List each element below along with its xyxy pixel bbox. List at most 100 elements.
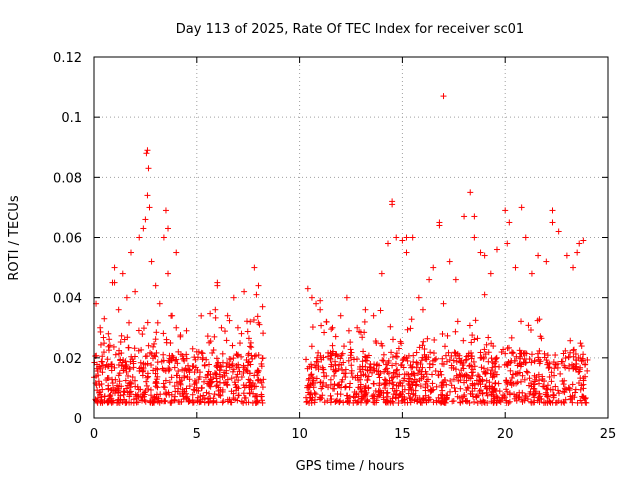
data-point — [452, 329, 458, 335]
data-point — [460, 338, 466, 344]
data-point — [148, 387, 154, 393]
data-point — [318, 323, 324, 329]
data-point — [255, 313, 261, 319]
data-point — [144, 383, 150, 389]
data-point — [198, 313, 204, 319]
data-point — [209, 350, 215, 356]
data-point — [429, 380, 435, 386]
data-point — [199, 350, 205, 356]
data-point — [492, 363, 498, 369]
data-point — [507, 399, 513, 405]
data-point — [243, 367, 249, 373]
data-point — [414, 359, 420, 365]
data-point — [205, 333, 211, 339]
data-point — [105, 356, 111, 362]
data-point — [240, 400, 246, 406]
data-point — [333, 334, 339, 340]
data-point — [452, 388, 458, 394]
data-point — [536, 395, 542, 401]
data-point — [494, 355, 500, 361]
data-point — [132, 354, 138, 360]
data-point — [348, 346, 354, 352]
data-point — [139, 331, 145, 337]
data-point — [496, 364, 502, 370]
data-point — [151, 341, 157, 347]
data-point — [525, 370, 531, 376]
data-point — [362, 319, 368, 325]
data-point — [124, 362, 130, 368]
data-point — [113, 352, 119, 358]
data-point — [222, 328, 228, 334]
data-point — [230, 343, 236, 349]
data-point — [519, 390, 525, 396]
data-point — [213, 315, 219, 321]
data-point — [561, 381, 567, 387]
data-point — [211, 347, 217, 353]
data-point — [439, 356, 445, 362]
data-point — [167, 340, 173, 346]
data-point — [233, 351, 239, 357]
data-point — [370, 381, 376, 387]
data-point — [260, 384, 266, 390]
data-point — [120, 271, 126, 277]
data-point — [335, 391, 341, 397]
data-point — [160, 330, 166, 336]
data-point — [409, 316, 415, 322]
data-point — [566, 354, 572, 360]
data-point — [330, 343, 336, 349]
data-point — [220, 398, 226, 404]
data-point — [189, 363, 195, 369]
data-point — [112, 265, 118, 271]
data-point — [431, 337, 437, 343]
data-point — [493, 380, 499, 386]
data-point — [489, 355, 495, 361]
data-point — [97, 325, 103, 331]
data-point — [419, 357, 425, 363]
data-point — [254, 369, 260, 375]
data-point — [256, 352, 262, 358]
data-point — [410, 353, 416, 359]
data-point — [420, 339, 426, 345]
data-point — [143, 379, 149, 385]
data-point — [230, 355, 236, 361]
data-point — [239, 374, 245, 380]
data-point — [349, 350, 355, 356]
data-point — [162, 398, 168, 404]
data-point — [490, 359, 496, 365]
data-point — [172, 365, 178, 371]
data-point — [220, 351, 226, 357]
data-point — [303, 356, 309, 362]
data-point — [220, 400, 226, 406]
data-point — [467, 322, 473, 328]
data-point — [469, 370, 475, 376]
data-point — [442, 343, 448, 349]
data-point — [485, 335, 491, 341]
data-point — [153, 329, 159, 335]
data-point — [164, 337, 170, 343]
data-point — [518, 318, 524, 324]
data-point — [473, 317, 479, 323]
data-point — [125, 345, 131, 351]
data-point — [387, 324, 393, 330]
data-point — [140, 369, 146, 375]
data-point — [101, 316, 107, 322]
data-point — [111, 344, 117, 350]
data-point — [427, 364, 433, 370]
data-point — [234, 352, 240, 358]
data-point — [207, 311, 213, 317]
data-point — [469, 373, 475, 379]
data-point — [260, 355, 266, 361]
data-point — [155, 320, 161, 326]
data-point — [105, 344, 111, 350]
data-point — [449, 382, 455, 388]
data-point — [100, 335, 106, 341]
data-point — [544, 387, 550, 393]
data-point — [475, 335, 481, 341]
data-point — [160, 352, 166, 358]
data-point — [429, 371, 435, 377]
data-point — [378, 308, 384, 314]
data-point — [105, 331, 111, 337]
data-point — [310, 324, 316, 330]
y-axis-label: ROTI / TECUs — [7, 195, 22, 280]
